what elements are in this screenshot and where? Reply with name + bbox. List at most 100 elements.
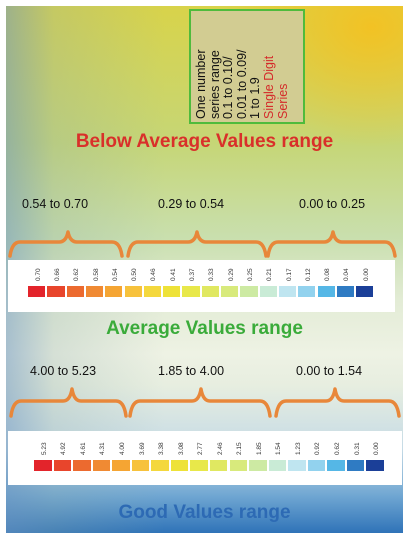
tick-label: 4.00	[118, 442, 126, 455]
range-label-5: 1.85 to 4.00	[158, 364, 225, 378]
color-swatch	[105, 286, 123, 297]
tick-label: 2.77	[197, 442, 205, 455]
tick-label: 0.00	[362, 268, 370, 281]
tick-label: 0.92	[314, 442, 322, 455]
average-heading: Average Values range	[106, 318, 303, 339]
brace-5	[128, 387, 272, 418]
note-line: One number	[194, 49, 208, 119]
color-swatch	[190, 460, 208, 471]
tick-label: 0.50	[131, 268, 139, 281]
color-swatch	[209, 460, 228, 471]
color-swatch	[170, 460, 189, 471]
color-swatch	[327, 460, 345, 471]
scale-1-braces	[8, 230, 397, 258]
range-label-2: 0.29 to 0.54	[158, 197, 225, 211]
note-line: 1 to 1.9	[248, 77, 263, 119]
range-label-4: 4.00 to 5.23	[30, 364, 97, 378]
note-line: 0.1 to 0.10/	[221, 56, 236, 119]
tick-label: 0.70	[34, 268, 42, 281]
tick-label: 0.08	[324, 268, 332, 281]
note-text: One number series range 0.1 to 0.10/ 0.0…	[194, 11, 290, 119]
color-swatch	[336, 286, 355, 297]
color-swatch	[307, 460, 326, 471]
color-swatch	[259, 286, 277, 297]
note-line: 0.01 to 0.09/	[234, 49, 249, 119]
color-scale-2: 5.23 4.92 4.61 4.31 4.00 3.69 3.38 3.08 2.77 2.46…	[8, 431, 402, 485]
tick-label: 1.85	[255, 442, 263, 455]
color-swatch	[66, 286, 84, 297]
color-scale-1: 0.70 0.66 0.62 0.58 0.54 0.50 0.46 0.41 0.37 0.33…	[8, 260, 395, 312]
color-swatch	[112, 460, 130, 471]
color-swatch	[346, 460, 365, 471]
color-swatch	[124, 286, 142, 297]
tick-label: 0.66	[53, 268, 61, 281]
tick-label: 3.38	[158, 442, 166, 455]
color-swatch	[221, 286, 239, 297]
color-swatch	[28, 286, 46, 297]
color-swatch	[92, 460, 111, 471]
tick-label: 3.69	[138, 442, 146, 455]
color-swatch	[366, 460, 384, 471]
tick-label: 0.54	[111, 268, 119, 281]
tick-label: 0.37	[189, 268, 197, 281]
brace-3	[266, 230, 397, 258]
tick-label: 1.23	[294, 442, 302, 455]
color-swatch	[288, 460, 306, 471]
brace-4	[9, 387, 128, 418]
range-label-6: 0.00 to 1.54	[296, 364, 363, 378]
note-line: series range	[207, 50, 222, 119]
tick-label: 4.92	[60, 442, 68, 455]
color-swatch	[278, 286, 297, 297]
color-swatch	[53, 460, 72, 471]
color-swatch	[298, 286, 316, 297]
color-swatch	[143, 286, 162, 297]
color-swatch	[151, 460, 169, 471]
note-box: One number series range 0.1 to 0.10/ 0.0…	[189, 9, 305, 124]
good-heading: Good Values range	[118, 502, 291, 523]
tick-label: 0.41	[169, 268, 177, 281]
diagram-canvas: One number series range 0.1 to 0.10/ 0.0…	[6, 6, 403, 533]
tick-label: 0.46	[150, 268, 158, 281]
brace-1	[8, 230, 124, 258]
range-label-3: 0.00 to 0.25	[299, 197, 366, 211]
color-swatch	[356, 286, 374, 297]
below-average-heading: Below Average Values range	[75, 131, 334, 152]
color-swatch	[182, 286, 200, 297]
color-swatch	[47, 286, 65, 297]
scale-2-braces	[9, 387, 401, 418]
brace-2	[126, 230, 268, 258]
color-swatch	[229, 460, 248, 471]
tick-label: 3.08	[177, 442, 185, 455]
tick-label: 0.00	[373, 442, 381, 455]
color-swatch	[201, 286, 219, 297]
tick-label: 0.62	[73, 268, 81, 281]
tick-label: 4.61	[79, 442, 87, 455]
tick-label: 2.46	[216, 442, 224, 455]
tick-label: 0.21	[266, 268, 274, 281]
note-highlight-line: Series	[275, 83, 290, 119]
color-swatch	[240, 286, 258, 297]
brace-6	[274, 387, 401, 418]
tick-label: 0.12	[304, 268, 312, 281]
tick-label: 4.31	[99, 442, 107, 455]
tick-label: 0.33	[208, 268, 216, 281]
color-swatch	[85, 286, 104, 297]
tick-label: 0.31	[353, 442, 361, 455]
tick-label: 5.23	[40, 442, 48, 455]
tick-label: 1.54	[275, 442, 283, 455]
color-swatch	[317, 286, 335, 297]
tick-label: 0.29	[227, 268, 235, 281]
tick-label: 0.04	[343, 268, 351, 281]
tick-label: 0.17	[285, 268, 293, 281]
tick-label: 0.58	[92, 268, 100, 281]
color-swatch	[34, 460, 52, 471]
note-highlight-line: Single Digit	[261, 55, 276, 119]
tick-label: 2.15	[236, 442, 244, 455]
color-swatch	[73, 460, 91, 471]
color-swatch	[268, 460, 287, 471]
color-swatch	[163, 286, 181, 297]
range-label-1: 0.54 to 0.70	[22, 197, 89, 211]
color-swatch	[131, 460, 150, 471]
color-swatch	[249, 460, 267, 471]
tick-label: 0.62	[334, 442, 342, 455]
